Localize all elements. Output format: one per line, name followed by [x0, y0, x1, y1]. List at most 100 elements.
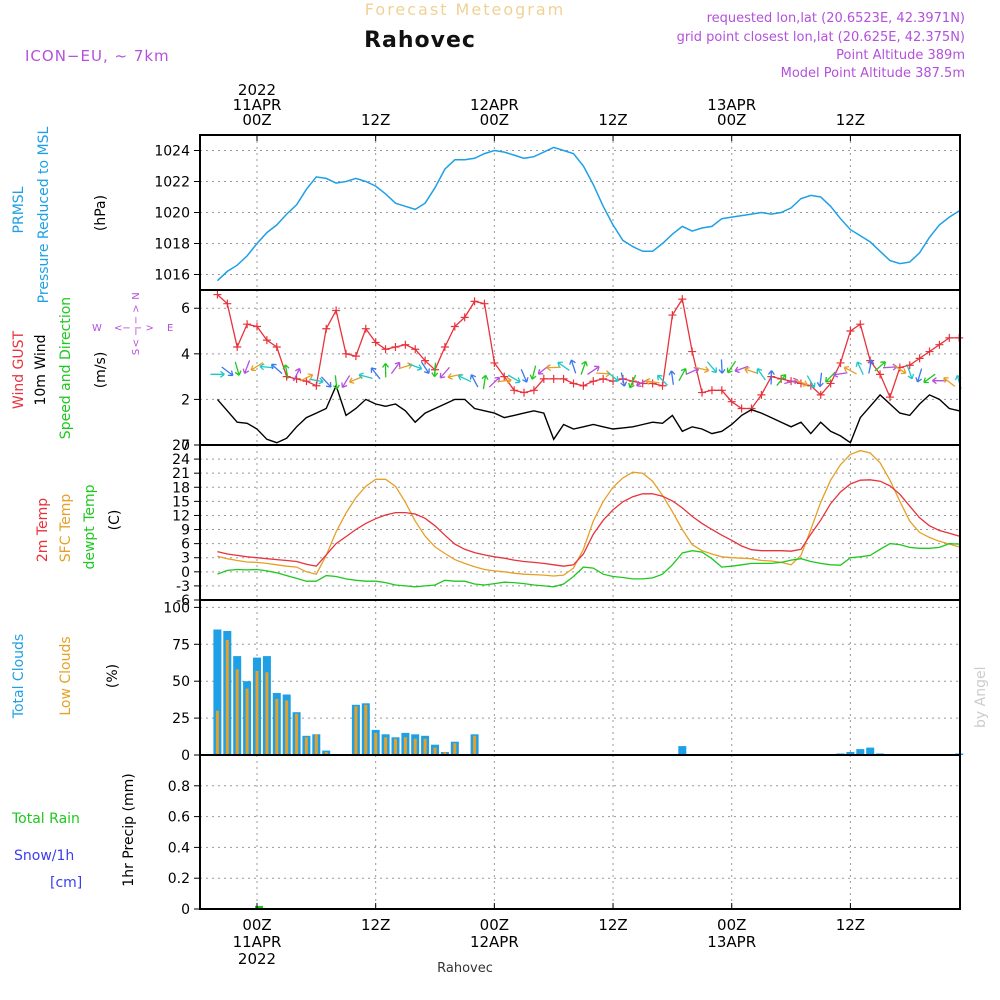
- wind-arrow-glyph: [893, 365, 907, 375]
- y-tick-label: 24: [172, 452, 190, 468]
- gust-marker: [836, 358, 845, 367]
- wind-arrow: [447, 372, 462, 380]
- wind-arrow-glyph: [855, 361, 864, 375]
- time-label-bottom: 00Z: [242, 916, 271, 934]
- y-tick-label: 0: [181, 748, 190, 764]
- y-tick-label: 0: [181, 438, 190, 454]
- wind-arrow: [816, 372, 824, 388]
- wind-arrow: [309, 377, 324, 385]
- label-low-clouds: Low Clouds: [58, 636, 74, 715]
- wind-arrow: [906, 365, 915, 380]
- label-snow: Snow/1h: [14, 848, 74, 864]
- wind-arrow-glyph: [744, 366, 759, 375]
- wind-arrow-glyph: [734, 365, 749, 374]
- compass-s: S: [131, 349, 142, 355]
- low-cloud-bar: [453, 743, 457, 755]
- wind-arrow: [348, 376, 363, 384]
- wind-arrow-glyph: [706, 361, 718, 374]
- y-tick-label: 0: [181, 902, 190, 918]
- gust-marker: [915, 354, 924, 363]
- wind-arrow-glyph: [439, 366, 450, 379]
- wind-arrow-glyph: [843, 366, 857, 375]
- gust-marker: [747, 404, 756, 413]
- wind-arrow-glyph: [259, 363, 274, 371]
- gust-marker: [262, 336, 271, 345]
- wind-arrow-glyph: [794, 378, 809, 387]
- gust-marker: [688, 347, 697, 356]
- wind-arrow: [520, 369, 529, 383]
- wind-arrow: [370, 367, 381, 380]
- low-cloud-bar: [433, 747, 437, 755]
- gust-marker: [460, 313, 469, 322]
- wind-arrow: [656, 374, 668, 386]
- panel-frames: [199, 134, 961, 910]
- gust-marker: [727, 397, 736, 406]
- wind-arrow-glyph: [620, 372, 628, 387]
- wind-arrow: [767, 370, 775, 385]
- wind-arrow-glyph: [234, 361, 242, 376]
- wind-arrow-glyph: [776, 374, 787, 386]
- gust-marker: [253, 322, 261, 331]
- wind-arrow-glyph: [390, 361, 401, 375]
- wind-arrow: [867, 359, 875, 374]
- time-label-bottom: 12Z: [836, 916, 865, 934]
- gust-marker: [411, 345, 420, 354]
- wind-arrow: [341, 375, 351, 389]
- wind-arrow: [557, 361, 570, 371]
- wind-arrow: [259, 363, 274, 371]
- label-speed-dir: Speed and Direction: [58, 297, 74, 439]
- wind-arrow-glyph: [923, 373, 936, 384]
- y-tick-label: 6: [181, 537, 190, 553]
- time-label-bottom: 11APR: [233, 933, 282, 951]
- gust-marker: [707, 386, 716, 395]
- gust-marker: [322, 324, 331, 333]
- wind-arrow-glyph: [816, 372, 824, 388]
- wind-arrow-glyph: [767, 370, 775, 385]
- wind-arrow: [645, 377, 660, 385]
- gust-marker: [539, 374, 548, 383]
- wind-arrow: [776, 374, 787, 386]
- gust-marker: [569, 379, 578, 388]
- y-tick-label: -3: [176, 579, 190, 595]
- wind-arrow: [250, 362, 264, 372]
- wind-arrow: [320, 376, 332, 388]
- wind-arrow-glyph: [580, 360, 588, 375]
- wind-arrow: [843, 366, 857, 375]
- gust-marker: [648, 379, 657, 388]
- y-tick-label: 50: [172, 674, 190, 690]
- wind-arrow: [457, 374, 472, 383]
- y-tick-label: 9: [181, 523, 190, 539]
- wind-arrow-glyph: [370, 367, 381, 380]
- gust-marker: [717, 386, 726, 395]
- gust-marker: [391, 342, 400, 351]
- low-cloud-bar: [413, 738, 417, 755]
- wind-arrow-glyph: [587, 365, 600, 375]
- low-cloud-bar: [225, 639, 229, 755]
- y-tick-label: 27: [172, 438, 190, 454]
- wind-arrow: [806, 375, 816, 389]
- y-tick-label: 1022: [154, 175, 190, 191]
- wind-arrow: [628, 374, 637, 389]
- wind-arrow: [825, 371, 836, 383]
- label-wind-unit: (m/s): [93, 352, 109, 389]
- wind-arrow-glyph: [358, 372, 373, 380]
- wind-arrow: [390, 361, 401, 375]
- wind-arrow: [382, 363, 390, 378]
- gust-marker: [757, 390, 766, 399]
- requested-coords: requested lon,lat (20.6523E, 42.3971N): [707, 11, 965, 26]
- wind-arrow: [668, 370, 676, 385]
- wind-arrow-glyph: [382, 363, 390, 378]
- wind-arrow: [744, 366, 759, 375]
- wind-arrow: [270, 363, 283, 375]
- low-cloud-bar: [443, 752, 447, 755]
- low-cloud-bar: [473, 735, 477, 755]
- wind-arrow: [569, 359, 577, 374]
- wind-arrow: [431, 362, 439, 378]
- time-label-top: 00Z: [242, 111, 271, 129]
- grid-point-coords: grid point closest lon,lat (20.625E, 42.…: [677, 30, 965, 45]
- label-sfc-temp: SFC Temp: [58, 494, 74, 563]
- gust-marker: [589, 377, 598, 386]
- time-label-top: 11APR: [233, 96, 282, 114]
- wind-arrow: [507, 374, 521, 384]
- gust-marker: [945, 333, 954, 342]
